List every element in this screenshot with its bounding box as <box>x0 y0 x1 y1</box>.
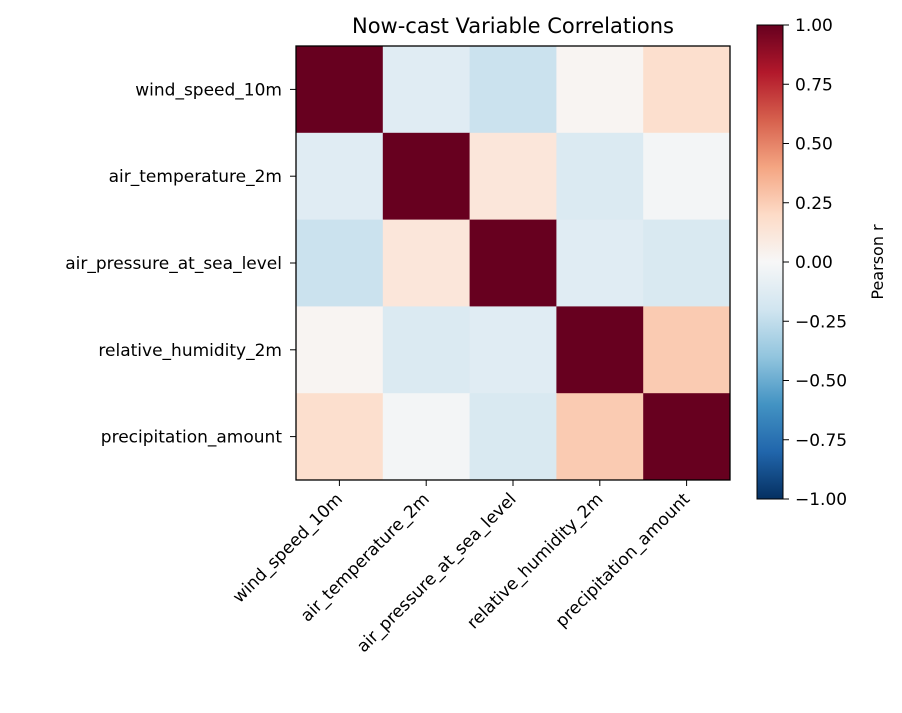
heatmap-cell <box>382 132 471 221</box>
heatmap-cell <box>382 393 471 481</box>
heatmap-cell <box>296 393 384 481</box>
row-tick-label: wind_speed_10m <box>135 80 282 100</box>
heatmap-cell <box>556 132 644 221</box>
colorbar-tick-label: 0.00 <box>795 253 833 273</box>
row-tick-label: air_temperature_2m <box>109 167 282 187</box>
colorbar-tick-label: −0.50 <box>795 372 847 392</box>
row-tick-labels: wind_speed_10m air_temperature_2m air_pres… <box>65 80 296 448</box>
heatmap-cell <box>643 46 731 134</box>
heatmap-cell <box>296 132 384 221</box>
heatmap-cell <box>643 306 731 394</box>
heatmap-cell <box>382 306 471 394</box>
heatmap-cell <box>469 219 557 307</box>
row-tick-label: air_pressure_at_sea_level <box>65 254 282 274</box>
colorbar-tick-labels: 1.00 0.75 0.50 0.25 0.00 −0.25 −0.50 −0.75 −1.00 <box>783 16 847 510</box>
heatmap-cell <box>556 46 644 134</box>
heatmap-cell <box>382 46 471 134</box>
row-tick-label: relative_humidity_2m <box>98 341 282 361</box>
heatmap-cell <box>643 393 731 481</box>
colorbar <box>756 24 784 500</box>
colorbar-tick-label: 0.25 <box>795 194 833 214</box>
colorbar-tick-label: 1.00 <box>795 16 833 36</box>
heatmap-cell <box>643 219 731 307</box>
colorbar-tick-label: −0.25 <box>795 312 847 332</box>
heatmap-cell <box>469 306 557 394</box>
heatmap-cell <box>469 132 557 221</box>
colorbar-tick-label: −1.00 <box>795 490 847 510</box>
heatmap-cell <box>296 219 384 307</box>
heatmap-cell <box>643 132 731 221</box>
heatmap-cell <box>382 219 471 307</box>
heatmap-cell <box>556 306 644 394</box>
heatmap-cell <box>296 306 384 394</box>
chart-title: Now-cast Variable Correlations <box>352 14 674 38</box>
heatmap-cell <box>556 393 644 481</box>
heatmap-cell <box>296 46 384 134</box>
heatmap-cell <box>469 393 557 481</box>
column-tick-labels: wind_speed_10mair_temperature_2mair_pres… <box>229 480 694 657</box>
heatmap-cell <box>469 46 557 134</box>
heatmap-cells <box>296 46 731 481</box>
column-tick-label: air_pressure_at_sea_level <box>353 489 520 656</box>
colorbar-tick-label: 0.75 <box>795 75 833 95</box>
colorbar-label: Pearson r <box>868 224 887 300</box>
colorbar-tick-label: −0.75 <box>795 431 847 451</box>
colorbar-tick-label: 0.50 <box>795 135 833 155</box>
row-tick-label: precipitation_amount <box>101 428 283 448</box>
heatmap-cell <box>556 219 644 307</box>
